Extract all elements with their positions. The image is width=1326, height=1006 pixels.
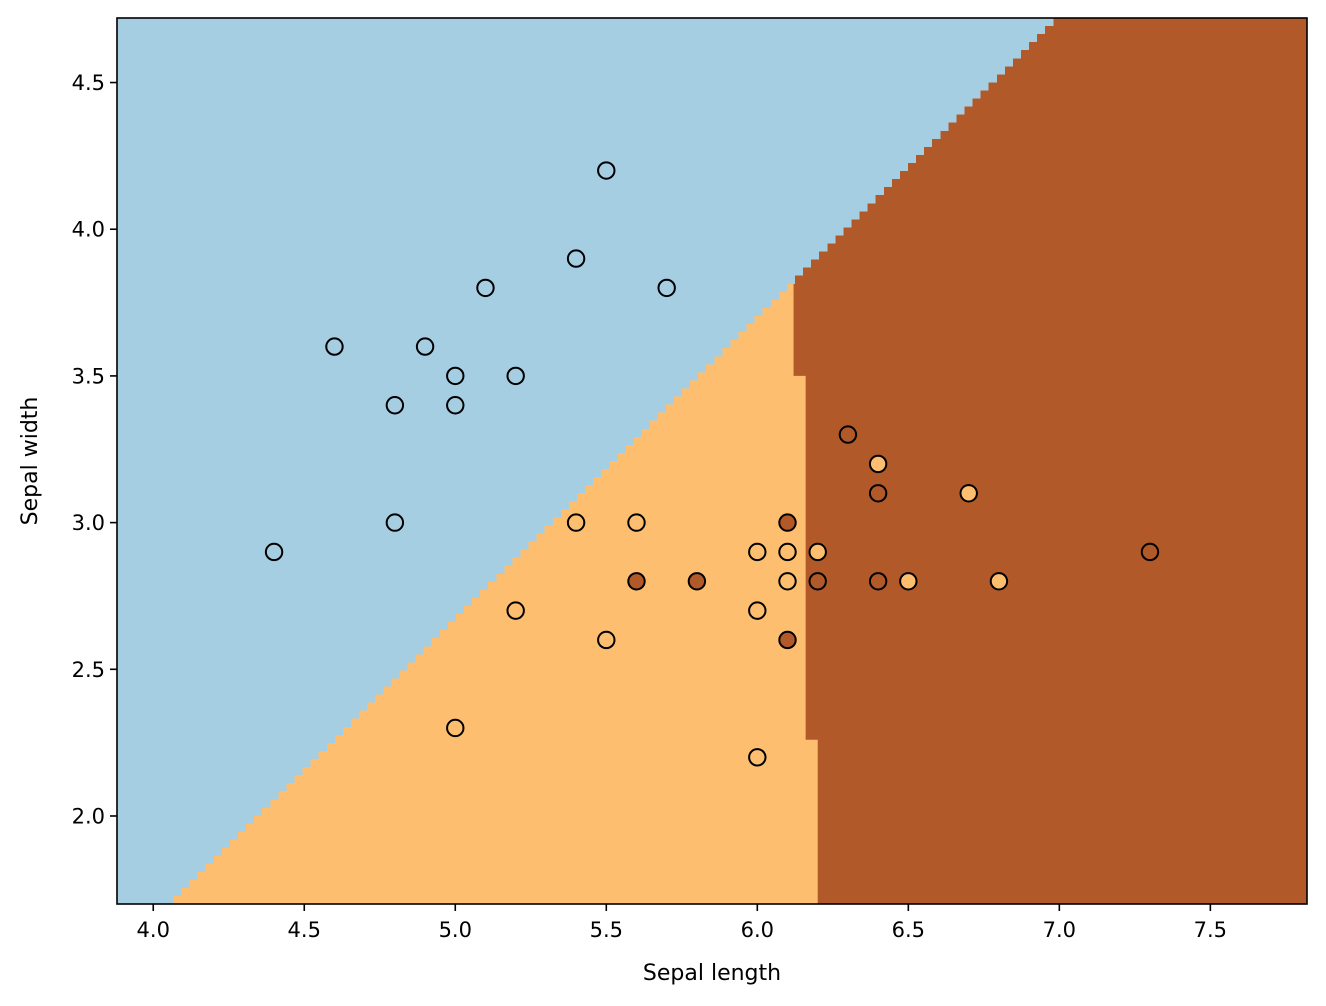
region-class-0 [117, 18, 1054, 904]
data-point [778, 513, 797, 532]
data-point [566, 513, 586, 532]
y-tick-label: 3.0 [72, 511, 105, 535]
data-point [476, 278, 495, 298]
data-point [868, 484, 888, 503]
data-point [566, 249, 586, 268]
data-point [657, 278, 676, 298]
data-point [868, 572, 888, 591]
x-tick-label: 4.5 [288, 918, 321, 942]
y-tick-label: 3.5 [72, 364, 105, 388]
data-point [838, 425, 858, 444]
data-point [778, 630, 797, 650]
data-point [385, 396, 405, 415]
data-point [446, 396, 465, 415]
data-point [778, 572, 797, 591]
y-axis: 2.0 2.5 3.0 3.5 4.0 4.5 [72, 71, 117, 828]
x-tick-label: 6.0 [741, 918, 774, 942]
y-tick-label: 2.5 [72, 658, 105, 682]
data-point [989, 572, 1009, 591]
data-point [808, 542, 827, 562]
x-tick-label: 7.5 [1194, 918, 1227, 942]
data-point [506, 601, 525, 620]
data-point [506, 366, 525, 386]
scatter-points [264, 161, 1160, 767]
data-point [264, 542, 284, 562]
data-point [627, 513, 646, 532]
y-tick-label: 4.0 [72, 218, 105, 242]
data-point [748, 601, 767, 620]
data-point [446, 718, 465, 738]
x-tick-label: 6.5 [892, 918, 925, 942]
y-axis-label: Sepal width [18, 397, 43, 526]
plot-frame [116, 17, 1308, 905]
data-point [325, 337, 344, 356]
x-tick-label: 4.0 [137, 918, 170, 942]
data-point [597, 161, 616, 180]
data-point [748, 748, 767, 767]
data-point [959, 484, 978, 503]
data-point [899, 572, 918, 591]
data-point [415, 337, 435, 356]
data-point [808, 572, 827, 591]
x-tick-label: 5.0 [439, 918, 472, 942]
x-axis: 4.0 4.5 5.0 5.5 6.0 6.5 7.0 7.5 [137, 904, 1227, 942]
y-tick-label: 4.5 [72, 71, 105, 95]
x-tick-label: 5.5 [590, 918, 623, 942]
data-point [687, 572, 707, 591]
data-point [778, 542, 797, 562]
x-axis-label: Sepal length [643, 961, 781, 986]
x-tick-label: 7.0 [1043, 918, 1076, 942]
data-point [627, 572, 646, 591]
data-point [868, 454, 888, 474]
decision-regions [117, 18, 1307, 904]
data-point [748, 542, 767, 562]
y-tick-label: 2.0 [72, 804, 105, 828]
data-point [1140, 542, 1160, 562]
data-point [385, 513, 405, 532]
data-point [446, 366, 465, 386]
data-point [597, 630, 616, 650]
